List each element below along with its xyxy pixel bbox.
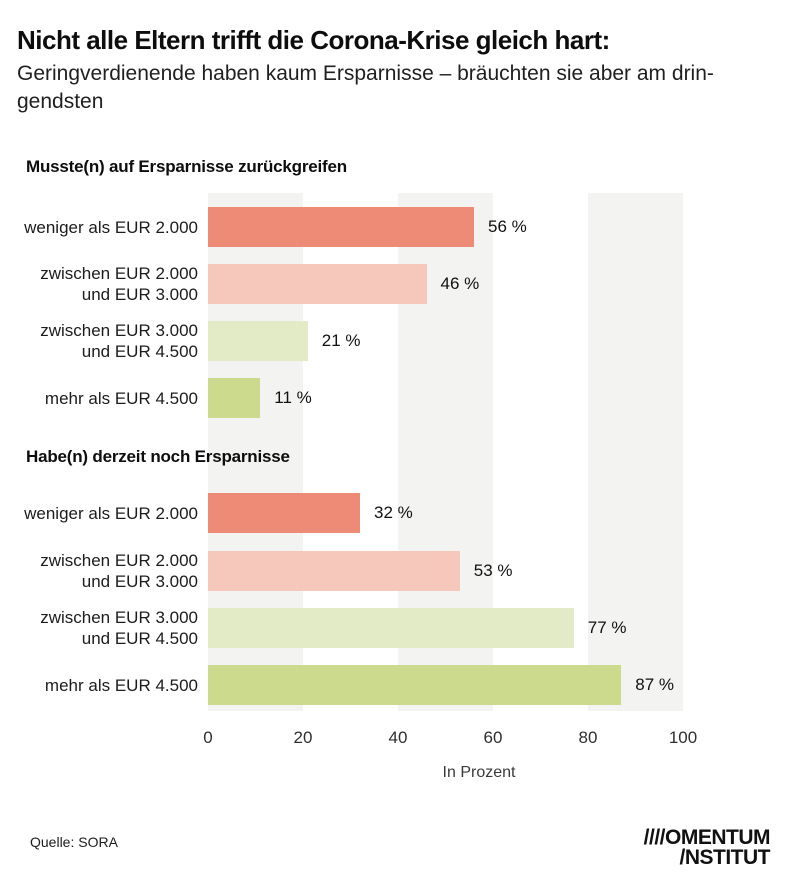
axis-tick-100: 100 <box>668 728 698 747</box>
value-label: 32 % <box>374 503 413 522</box>
bar-row: weniger als EUR 2.000 56 % <box>0 207 800 247</box>
bar <box>208 665 622 705</box>
value-label: 87 % <box>635 675 674 694</box>
page-subtitle-line1: Geringverdienende haben kaum Ersparnisse… <box>17 62 714 85</box>
category-label-line2: und EUR 4.500 <box>81 629 198 648</box>
bar <box>208 207 474 247</box>
logo-line1: ////OMENTUM <box>643 826 771 849</box>
page-subtitle-line2: gendsten <box>17 90 104 113</box>
page-subtitle: Geringverdienende haben kaum Ersparnisse… <box>17 60 777 116</box>
bar-row: zwischen EUR 2.000 und EUR 3.000 46 % <box>0 264 800 304</box>
value-label: 56 % <box>488 217 527 236</box>
category-label-line1: mehr als EUR 4.500 <box>44 675 198 695</box>
x-axis: 0 20 40 60 80 100 <box>0 728 800 750</box>
value-label: 21 % <box>321 331 361 350</box>
category-label: zwischen EUR 2.000 und EUR 3.000 <box>0 264 198 304</box>
section-heading-habe: Habe(n) derzeit noch Ersparnisse <box>26 447 290 466</box>
bar <box>208 608 574 648</box>
category-label-line1: weniger als EUR 2.000 <box>24 217 198 237</box>
category-label: zwischen EUR 3.000 und EUR 4.500 <box>0 608 198 648</box>
bar <box>208 493 360 533</box>
grid-band-80-100 <box>588 193 683 711</box>
category-label: mehr als EUR 4.500 <box>0 665 198 705</box>
axis-tick-20: 20 <box>293 728 313 747</box>
axis-title: In Prozent <box>442 764 516 781</box>
bar-row: zwischen EUR 2.000 und EUR 3.000 53 % <box>0 551 800 591</box>
bar-row: zwischen EUR 3.000 und EUR 4.500 21 % <box>0 321 800 361</box>
category-label: zwischen EUR 3.000 und EUR 4.500 <box>0 321 198 361</box>
bar-row: zwischen EUR 3.000 und EUR 4.500 77 % <box>0 608 800 648</box>
category-label: weniger als EUR 2.000 <box>0 207 198 247</box>
category-label-line2: und EUR 4.500 <box>81 342 198 361</box>
category-label-line1: zwischen EUR 2.000 <box>40 551 198 570</box>
bar-row: weniger als EUR 2.000 32 % <box>0 493 800 533</box>
bar-row: mehr als EUR 4.500 87 % <box>0 665 800 705</box>
category-label-line1: weniger als EUR 2.000 <box>24 503 198 523</box>
category-label: zwischen EUR 2.000 und EUR 3.000 <box>0 551 198 591</box>
value-label: 77 % <box>587 618 627 637</box>
category-label: weniger als EUR 2.000 <box>0 493 198 533</box>
value-label: 46 % <box>440 274 480 293</box>
category-label-line1: mehr als EUR 4.500 <box>44 388 198 408</box>
category-label: mehr als EUR 4.500 <box>0 378 198 418</box>
bar <box>208 321 308 361</box>
page-title: Nicht alle Eltern trifft die Corona-Kris… <box>17 25 610 55</box>
category-label-line2: und EUR 3.000 <box>81 572 198 591</box>
section-heading-musste: Musste(n) auf Ersparnisse zurückgreifen <box>26 157 347 176</box>
category-label-line1: zwischen EUR 3.000 <box>40 321 198 340</box>
source-note: Quelle: SORA <box>30 834 118 850</box>
category-label-line1: zwischen EUR 2.000 <box>40 264 198 283</box>
bar <box>208 551 460 591</box>
value-label: 53 % <box>473 561 513 580</box>
category-label-line1: zwischen EUR 3.000 <box>40 608 198 627</box>
value-label: 11 % <box>274 388 312 407</box>
axis-tick-0: 0 <box>203 728 213 747</box>
bar-row: mehr als EUR 4.500 11 % <box>0 378 800 418</box>
momentum-institut-logo: ////OMENTUM /NSTITUT <box>643 826 771 869</box>
axis-tick-80: 80 <box>578 728 598 747</box>
bar <box>208 264 427 304</box>
bar <box>208 378 261 418</box>
logo-line2: /NSTITUT <box>679 846 771 869</box>
axis-tick-40: 40 <box>388 728 408 747</box>
category-label-line2: und EUR 3.000 <box>81 285 198 304</box>
axis-tick-60: 60 <box>483 728 503 747</box>
